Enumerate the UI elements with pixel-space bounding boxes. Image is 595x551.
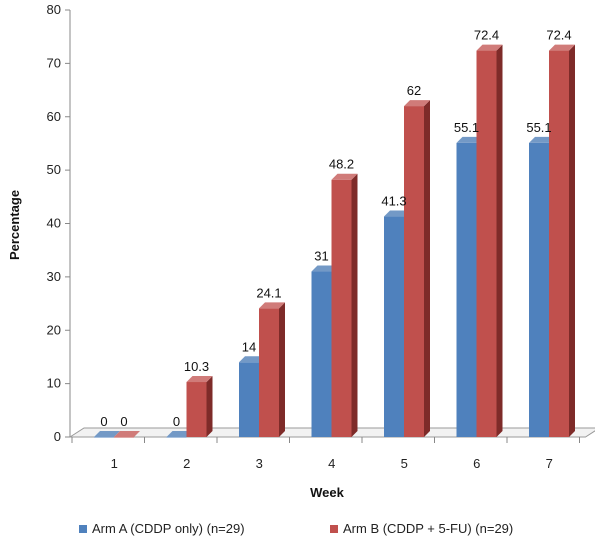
y-tick-label: 70 [47,55,61,70]
x-axis-title: Week [310,485,344,500]
data-label: 55.1 [526,120,551,135]
bar-side [496,44,503,437]
bar [404,100,430,437]
bar-top [166,431,193,437]
bar-front [311,271,332,437]
bar [549,44,575,437]
bar-top [311,265,338,272]
bar-front [456,142,477,437]
bar-front [384,216,404,437]
x-tick-label: 6 [473,456,480,471]
bar-front [166,437,187,438]
x-tick-label: 5 [401,456,408,471]
data-label: 14 [242,339,256,354]
bar [259,302,285,437]
bar-front [529,142,549,437]
bar-top [529,136,555,143]
y-tick-label: 80 [47,2,61,17]
bar-top [239,356,265,363]
bar-front [94,437,114,438]
bar-top [259,302,285,309]
x-tick-label: 3 [256,456,263,471]
legend-label: Arm A (CDDP only) (n=29) [92,521,245,536]
bar [94,431,120,438]
bar-top [94,431,120,437]
bar-front [331,179,352,438]
bar [476,44,503,437]
x-tick-label: 7 [546,456,553,471]
data-label: 41.3 [381,194,406,209]
legend-swatch [330,525,338,533]
y-tick-label: 40 [47,216,61,231]
legend: Arm A (CDDP only) (n=29) Arm B (CDDP + 5-… [79,521,513,536]
bar-front [186,382,207,437]
bar-front [404,106,424,437]
x-tick-label: 4 [328,456,335,471]
data-label: 0 [120,414,127,429]
bar-front [259,308,279,437]
bar-top [114,431,140,437]
bars [94,44,575,438]
bar-front [114,437,134,438]
x-tick-label: 2 [183,456,190,471]
bar-side [569,44,575,437]
legend-swatch [79,525,87,533]
y-axis-title: Percentage [7,190,22,260]
bar-side [206,376,213,437]
bar-side [279,302,285,437]
y-tick-label: 30 [47,269,61,284]
y-tick-label: 20 [47,322,61,337]
data-label: 72.4 [474,28,499,43]
bar-top [476,44,503,51]
bar-top [384,210,410,217]
bar-top [549,44,575,51]
data-label: 55.1 [454,120,479,135]
bar-side [351,173,358,438]
bar-top [404,100,430,107]
y-tick-label: 0 [54,429,61,444]
data-label: 48.2 [329,157,354,172]
bar [114,431,140,438]
bar [166,431,193,438]
bar [186,376,213,437]
x-tick-label: 1 [111,456,118,471]
bar-front [476,50,497,437]
bar-front [239,362,259,437]
data-label: 31 [314,249,328,264]
y-tick-label: 10 [47,376,61,391]
legend-label: Arm B (CDDP + 5-FU) (n=29) [343,521,513,536]
data-label: 0 [173,414,180,429]
bar-top [186,376,213,383]
data-label: 24.1 [256,285,281,300]
bar-top [456,136,483,143]
data-label: 10.3 [184,359,209,374]
data-label: 0 [100,414,107,429]
y-tick-label: 60 [47,109,61,124]
bar [331,173,358,438]
data-label: 72.4 [546,28,571,43]
data-label: 62 [407,83,421,98]
bar-top [331,173,358,180]
bar-side [424,100,430,437]
bar-front [549,50,569,437]
y-tick-label: 50 [47,162,61,177]
